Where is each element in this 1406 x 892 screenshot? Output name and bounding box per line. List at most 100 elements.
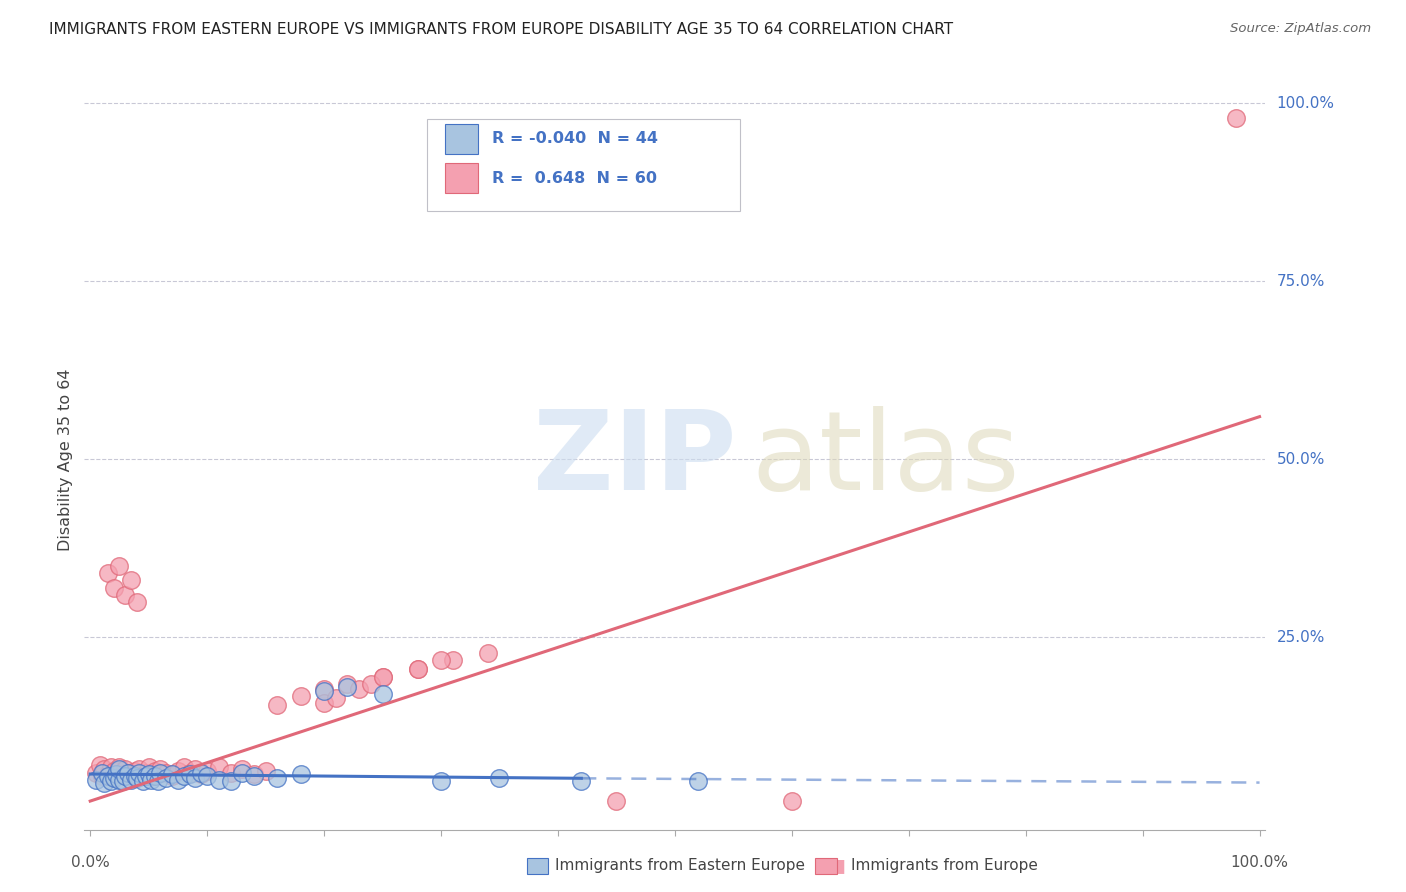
Point: [336, 680, 359, 694]
Point: [146, 767, 169, 781]
Point: [114, 588, 136, 602]
Point: [108, 772, 131, 787]
Point: [125, 772, 148, 786]
Text: ▪: ▪: [827, 851, 846, 880]
Point: [97, 767, 120, 781]
Point: [132, 774, 155, 789]
Point: [312, 683, 335, 698]
Text: Immigrants from Eastern Europe: Immigrants from Eastern Europe: [555, 858, 806, 872]
Bar: [444, 124, 478, 153]
Point: [100, 760, 122, 774]
Point: [780, 794, 803, 808]
Point: [146, 774, 169, 789]
Point: [243, 769, 266, 783]
Point: [128, 762, 150, 776]
Point: [93, 776, 115, 790]
Point: [477, 646, 499, 660]
Point: [117, 765, 139, 780]
Point: [117, 765, 139, 780]
Point: [132, 769, 155, 783]
Point: [605, 794, 627, 808]
Point: [143, 769, 166, 783]
Point: [266, 772, 288, 786]
Point: [124, 769, 146, 783]
Text: 25.0%: 25.0%: [1277, 630, 1324, 645]
Point: [149, 765, 172, 780]
Point: [149, 762, 172, 776]
Point: [190, 765, 212, 780]
Point: [688, 774, 710, 789]
Point: [190, 767, 212, 781]
Point: [254, 764, 277, 779]
Point: [124, 764, 146, 779]
Point: [139, 772, 162, 787]
Point: [290, 767, 312, 781]
Point: [143, 764, 166, 779]
Text: ▪: ▪: [531, 851, 551, 880]
Point: [138, 760, 160, 774]
Point: [219, 765, 242, 780]
Point: [135, 765, 157, 780]
Point: [128, 765, 150, 780]
Point: [100, 774, 122, 789]
Point: [231, 765, 253, 780]
Point: [208, 772, 231, 787]
Point: [167, 764, 190, 779]
Point: [231, 762, 253, 776]
Point: [179, 767, 201, 781]
Point: [569, 774, 592, 789]
Point: [84, 772, 107, 787]
Point: [406, 662, 429, 676]
Point: [347, 681, 370, 696]
Text: 75.0%: 75.0%: [1277, 274, 1324, 289]
Point: [108, 762, 131, 776]
Point: [243, 767, 266, 781]
Point: [184, 762, 207, 776]
Text: 0.0%: 0.0%: [70, 855, 110, 870]
Point: [441, 653, 464, 667]
Point: [111, 774, 134, 789]
Y-axis label: Disability Age 35 to 64: Disability Age 35 to 64: [58, 368, 73, 550]
Point: [104, 769, 127, 783]
Point: [155, 772, 177, 786]
Point: [90, 765, 112, 780]
Point: [135, 769, 157, 783]
Point: [155, 765, 177, 780]
Text: atlas: atlas: [752, 406, 1021, 513]
Point: [120, 574, 142, 588]
Point: [312, 696, 335, 710]
Point: [430, 774, 453, 789]
Text: Immigrants from Europe: Immigrants from Europe: [851, 858, 1038, 872]
Point: [195, 764, 218, 779]
Text: R =  0.648  N = 60: R = 0.648 N = 60: [492, 170, 657, 186]
Point: [173, 769, 195, 783]
Point: [97, 769, 120, 783]
Point: [114, 762, 136, 776]
Point: [430, 653, 453, 667]
Point: [120, 772, 142, 787]
Bar: [444, 163, 478, 193]
Point: [103, 764, 125, 779]
Point: [219, 774, 242, 789]
Point: [195, 769, 218, 783]
Point: [103, 772, 125, 786]
Text: ZIP: ZIP: [533, 406, 737, 513]
Point: [160, 767, 183, 781]
Point: [371, 669, 394, 683]
Point: [312, 681, 335, 696]
Point: [84, 765, 107, 780]
Point: [103, 581, 125, 595]
Point: [173, 760, 195, 774]
Point: [111, 767, 134, 781]
Text: 100.0%: 100.0%: [1277, 96, 1334, 111]
Point: [371, 669, 394, 683]
Point: [406, 662, 429, 676]
Text: 50.0%: 50.0%: [1277, 452, 1324, 467]
Text: R = -0.040  N = 44: R = -0.040 N = 44: [492, 131, 658, 146]
Point: [336, 676, 359, 690]
Point: [208, 760, 231, 774]
Point: [266, 698, 288, 712]
Point: [97, 566, 120, 581]
Point: [93, 762, 115, 776]
Point: [138, 767, 160, 781]
